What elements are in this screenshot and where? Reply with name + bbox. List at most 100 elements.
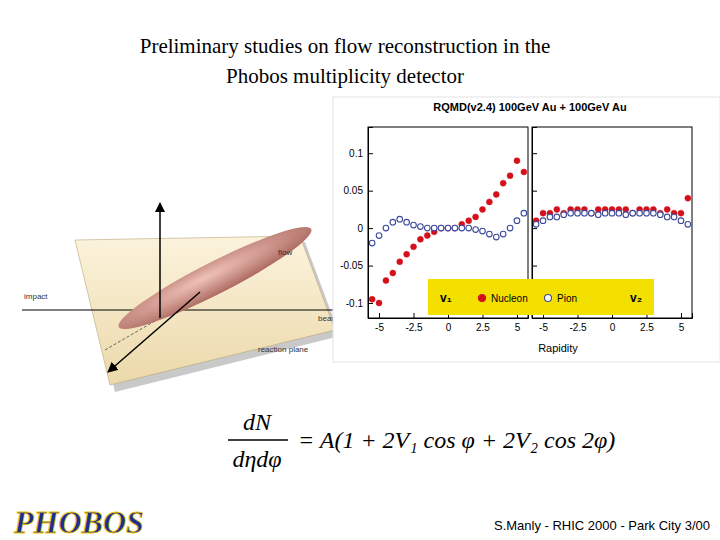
fraction-bar <box>228 439 288 440</box>
diagram-label: impact <box>24 292 48 301</box>
legend-box <box>428 279 654 315</box>
point <box>540 210 546 216</box>
point <box>480 228 486 234</box>
point <box>657 212 663 218</box>
diagram-label: reaction plane <box>258 345 309 354</box>
point <box>671 214 677 220</box>
point <box>644 210 650 216</box>
point <box>438 225 444 231</box>
point <box>445 225 451 231</box>
point <box>424 233 430 239</box>
tick-mark <box>414 313 415 318</box>
tick: -0.05 <box>340 260 373 271</box>
point <box>500 180 506 186</box>
collision-ellipsoid <box>112 215 319 342</box>
legend-entry: Pion <box>557 293 577 304</box>
point <box>554 206 560 212</box>
slide: Preliminary studies on flow reconstructi… <box>0 0 720 540</box>
tick <box>532 153 537 154</box>
point <box>376 233 382 239</box>
x-axis: -5-2.502.55 <box>369 313 529 333</box>
point <box>417 236 423 242</box>
point <box>473 227 479 233</box>
point <box>369 296 375 302</box>
point <box>547 214 553 220</box>
point <box>390 219 396 225</box>
point <box>664 214 670 220</box>
point <box>493 191 499 197</box>
point <box>418 224 424 230</box>
axis-line <box>369 128 374 319</box>
point <box>383 278 389 284</box>
tick-label: -0.1 <box>346 298 364 309</box>
figure-background <box>333 97 720 362</box>
point <box>540 218 546 224</box>
logo: PHOBOS <box>13 504 144 540</box>
point <box>588 210 594 216</box>
tick <box>532 228 537 229</box>
slide-title: Phobos multiplicity detector <box>226 64 464 88</box>
reaction-diagram: impactflowbeamreaction plane <box>22 203 340 392</box>
point <box>678 210 684 216</box>
point <box>507 173 513 179</box>
tick: -5 <box>375 313 384 333</box>
point <box>369 240 375 246</box>
point <box>685 195 691 201</box>
point <box>411 244 417 250</box>
point <box>438 225 444 231</box>
point <box>623 212 629 218</box>
slide-title: Preliminary studies on flow reconstructi… <box>140 34 551 58</box>
tick: 0.05 <box>344 185 373 196</box>
point <box>452 225 458 231</box>
point <box>473 214 479 220</box>
tick-mark <box>681 313 682 318</box>
x-axis-title: Rapidity <box>538 342 578 354</box>
tick-mark <box>368 191 373 192</box>
tick: 0 <box>446 313 452 333</box>
point <box>664 206 670 212</box>
tick-mark <box>532 266 537 267</box>
point <box>404 219 410 225</box>
point <box>595 212 601 218</box>
point <box>575 210 581 216</box>
point <box>404 251 410 257</box>
tick-label: -5 <box>539 322 548 333</box>
tick-mark <box>532 153 537 154</box>
series <box>533 195 691 223</box>
legend-title: v₂ <box>630 291 642 305</box>
footer: S.Manly - RHIC 2000 - Park City 3/00 <box>494 518 710 533</box>
point <box>507 225 513 231</box>
tick: -2.5 <box>405 313 423 333</box>
point <box>554 214 560 220</box>
tick-label: 5 <box>679 322 685 333</box>
point <box>514 218 520 224</box>
tick-mark <box>368 228 373 229</box>
point <box>685 222 691 228</box>
point <box>514 158 520 164</box>
tick: 0 <box>610 313 616 333</box>
formula: dNdηdφ= A(1 + 2V₁ cos φ + 2V₂ cos 2φ) <box>228 409 615 472</box>
y-axis: -0.1-0.0500.050.1 <box>340 128 373 319</box>
tick: 2.5 <box>640 313 654 333</box>
point <box>397 259 403 265</box>
tick-label: -0.05 <box>340 260 363 271</box>
tick: 5 <box>679 313 685 333</box>
legend-entry: Nucleon <box>491 293 528 304</box>
point <box>630 210 636 216</box>
point <box>637 210 643 216</box>
point <box>479 206 485 212</box>
vertical-arrow <box>159 203 161 318</box>
point <box>376 300 382 306</box>
tick-mark <box>532 228 537 229</box>
point <box>397 216 403 222</box>
point <box>602 210 608 216</box>
point <box>425 225 431 231</box>
tick-mark <box>532 191 537 192</box>
point <box>568 210 574 216</box>
point <box>445 225 451 231</box>
point <box>390 270 396 276</box>
point <box>521 210 527 216</box>
tick-label: 2.5 <box>640 322 654 333</box>
formula-numerator: dN <box>243 409 273 435</box>
tick-label: -2.5 <box>569 322 587 333</box>
